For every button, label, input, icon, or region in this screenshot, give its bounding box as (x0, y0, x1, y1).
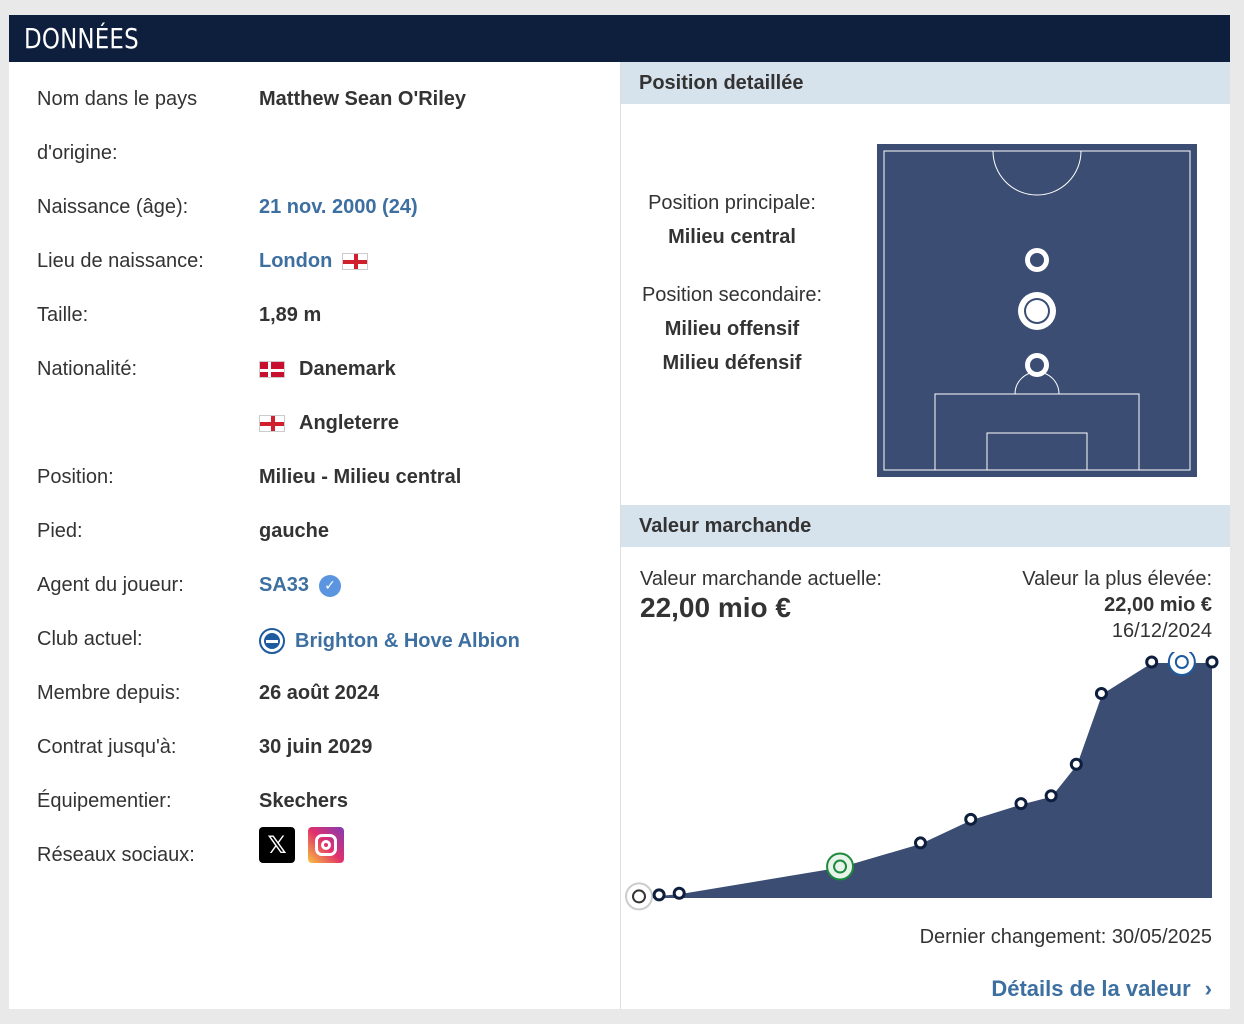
center-circle-arc (992, 150, 1082, 196)
chart-point (672, 886, 686, 900)
position-section-title: Position detaillée (621, 62, 1230, 104)
brighton-crest-icon (1167, 652, 1196, 676)
player-data-card: DONNÉES Nom dans le pays d'origine: Matt… (9, 15, 1230, 1009)
details-link-text[interactable]: Détails de la valeur (991, 976, 1191, 1001)
central-mid-marker (1018, 292, 1056, 330)
position-text: Milieu - Milieu central (259, 466, 462, 488)
right-column: Position detaillée Position principale: … (621, 62, 1230, 1009)
chart-point (964, 812, 978, 826)
pitch-diagram (877, 144, 1197, 477)
nationality-1-text: Danemark (299, 358, 396, 380)
height-label: Taille: (37, 304, 89, 326)
defensive-mid-marker (1025, 353, 1049, 377)
contract-text: 30 juin 2029 (259, 736, 373, 758)
chart-point (1069, 757, 1083, 771)
birth-label: Naissance (âge): (37, 196, 189, 218)
card-header: DONNÉES (9, 15, 1230, 62)
foot-value: gauche (259, 520, 329, 543)
chart-point (652, 888, 666, 902)
column-divider (620, 62, 621, 1009)
market-value-chart[interactable] (621, 652, 1230, 922)
secondary-position-label: Position secondaire: (641, 284, 823, 306)
highest-value: 22,00 mio € (1104, 594, 1212, 616)
name-value: Matthew Sean O'Riley (259, 88, 466, 111)
agent-text[interactable]: SA33 (259, 574, 310, 596)
nationality-label: Nationalité: (37, 358, 138, 380)
denmark-flag-icon (259, 361, 285, 378)
highest-value-date: 16/12/2024 (1111, 620, 1212, 642)
birthplace-value[interactable]: London (259, 250, 369, 273)
chart-point (1205, 655, 1219, 669)
main-position-label: Position principale: (648, 192, 816, 214)
height-text: 1,89 m (259, 304, 322, 326)
club-value[interactable]: Brighton & Hove Albion (259, 628, 520, 654)
nationality-2-text: Angleterre (299, 412, 400, 434)
club-label: Club actuel: (37, 628, 143, 650)
chart-point (1014, 797, 1028, 811)
joined-label: Membre depuis: (37, 682, 181, 704)
celtic-crest-icon (826, 852, 855, 881)
foot-label: Pied: (37, 520, 83, 542)
chart-point (1044, 789, 1058, 803)
england-flag-icon (259, 415, 285, 432)
player-details: Nom dans le pays d'origine: Matthew Sean… (9, 62, 620, 1009)
club-text[interactable]: Brighton & Hove Albion (295, 629, 520, 652)
england-flag-icon (342, 253, 369, 270)
attacking-mid-marker (1025, 248, 1049, 272)
outfitter-text: Skechers (259, 790, 348, 812)
main-position-value: Milieu central (668, 226, 796, 248)
chart-point (913, 836, 927, 850)
goal-box (986, 432, 1088, 471)
outfitter-label: Équipementier: (37, 790, 172, 812)
joined-value: 26 août 2024 (259, 682, 379, 705)
verified-check-icon: ✓ (319, 574, 342, 597)
birthplace-label: Lieu de naissance: (37, 250, 204, 272)
name-label-cont: d'origine: (37, 142, 118, 164)
name-label: Nom dans le pays (37, 88, 198, 110)
current-value: 22,00 mio € (640, 592, 791, 623)
chart-area (639, 662, 1212, 898)
birthplace-text[interactable]: London (259, 250, 333, 272)
last-change: Dernier changement: 30/05/2025 (919, 926, 1212, 948)
position-secondary: Position secondaire: Milieu offensif Mil… (621, 278, 843, 380)
details-link[interactable]: Détails de la valeur › (991, 976, 1212, 1002)
outfitter-value: Skechers (259, 790, 348, 813)
chart-point (1094, 686, 1108, 700)
contract-value: 30 juin 2029 (259, 736, 372, 759)
agent-label: Agent du joueur: (37, 574, 184, 596)
agent-value[interactable]: SA33 ✓ (259, 574, 342, 597)
position-value: Milieu - Milieu central (259, 466, 461, 489)
brighton-crest-icon[interactable] (259, 628, 285, 654)
nationality-1: Danemark (259, 358, 396, 381)
chart-point (1145, 655, 1159, 669)
foot-text: gauche (259, 520, 330, 542)
chevron-right-icon[interactable]: › (1204, 976, 1212, 1001)
x-icon[interactable]: 𝕏 (259, 827, 295, 863)
market-value-section-title: Valeur marchande (621, 505, 1230, 547)
contract-label: Contrat jusqu'à: (37, 736, 177, 758)
birth-value[interactable]: 21 nov. 2000 (24) (259, 196, 418, 219)
instagram-icon[interactable] (308, 827, 344, 863)
joined-text: 26 août 2024 (259, 682, 380, 704)
current-value-label: Valeur marchande actuelle: (640, 568, 882, 590)
position-label: Position: (37, 466, 114, 488)
name-text: Matthew Sean O'Riley (259, 88, 467, 110)
highest-value-label: Valeur la plus élevée: (1022, 568, 1212, 590)
secondary-position-2: Milieu défensif (662, 352, 802, 374)
birth-text[interactable]: 21 nov. 2000 (24) (259, 196, 418, 218)
social-label: Réseaux sociaux: (37, 844, 195, 866)
card-title: DONNÉES (24, 22, 139, 55)
nationality-2: Angleterre (259, 412, 399, 435)
social-links: 𝕏 (259, 827, 344, 863)
position-main: Position principale: Milieu central (621, 186, 843, 254)
height-value: 1,89 m (259, 304, 321, 327)
secondary-position-1: Milieu offensif (664, 318, 800, 340)
fulham-crest-icon (625, 882, 653, 911)
